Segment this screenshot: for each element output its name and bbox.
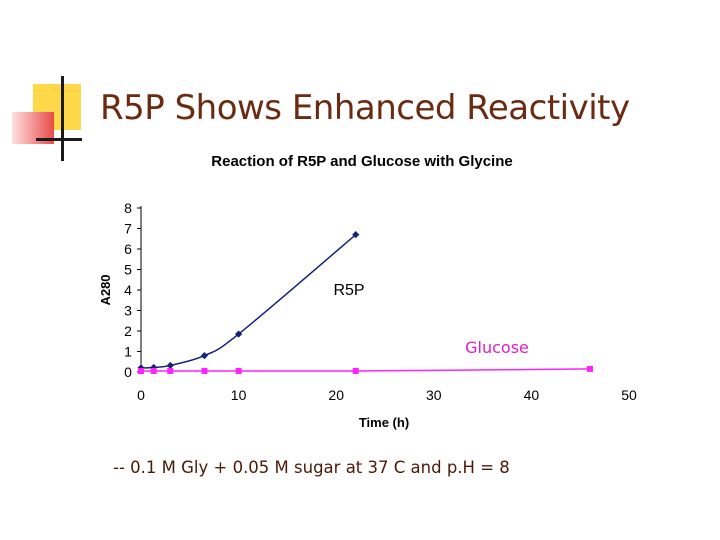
data-point-glucose bbox=[167, 367, 174, 374]
x-tick-label: 10 bbox=[231, 387, 247, 403]
slide-footnote: -- 0.1 M Gly + 0.05 M sugar at 37 C and … bbox=[113, 458, 510, 477]
data-point-r5p bbox=[200, 352, 209, 360]
series-label-r5p: R5P bbox=[333, 282, 364, 299]
data-point-glucose bbox=[150, 367, 157, 374]
data-point-r5p bbox=[166, 361, 174, 370]
data-point-glucose bbox=[201, 367, 208, 374]
y-tick-label: 2 bbox=[124, 323, 132, 339]
slide-title: R5P Shows Enhanced Reactivity bbox=[100, 88, 630, 128]
data-point-r5p bbox=[235, 330, 243, 338]
series-label-glucose: Glucose bbox=[465, 338, 529, 357]
y-tick-label: 7 bbox=[124, 221, 132, 237]
y-tick-label: 5 bbox=[124, 262, 132, 278]
x-tick-label: 20 bbox=[328, 387, 344, 403]
x-tick-label: 0 bbox=[137, 387, 145, 403]
y-axis-label: A280 bbox=[98, 274, 113, 305]
data-point-glucose bbox=[586, 365, 593, 372]
y-tick-label: 8 bbox=[124, 200, 132, 216]
series-line-r5p bbox=[140, 234, 357, 369]
data-point-glucose bbox=[235, 367, 242, 374]
x-tick-label: 50 bbox=[621, 387, 637, 403]
y-tick-label: 3 bbox=[124, 303, 132, 319]
y-tick-label: 4 bbox=[124, 282, 132, 298]
x-tick-label: 40 bbox=[524, 387, 540, 403]
data-point-r5p bbox=[150, 363, 158, 372]
series-line-glucose bbox=[141, 368, 590, 372]
data-point-glucose bbox=[352, 367, 359, 374]
y-tick-label: 6 bbox=[124, 241, 132, 257]
deco-horizontal-line bbox=[36, 138, 82, 141]
data-point-r5p bbox=[352, 231, 360, 239]
data-point-glucose bbox=[138, 367, 144, 374]
y-tick-label: 1 bbox=[124, 344, 132, 360]
x-axis-label: Time (h) bbox=[359, 415, 409, 430]
y-tick-label: 0 bbox=[124, 364, 132, 380]
x-tick-label: 30 bbox=[426, 387, 442, 403]
chart-title: Reaction of R5P and Glucose with Glycine bbox=[211, 153, 512, 170]
data-point-r5p bbox=[137, 364, 145, 372]
deco-vertical-line bbox=[61, 76, 64, 161]
